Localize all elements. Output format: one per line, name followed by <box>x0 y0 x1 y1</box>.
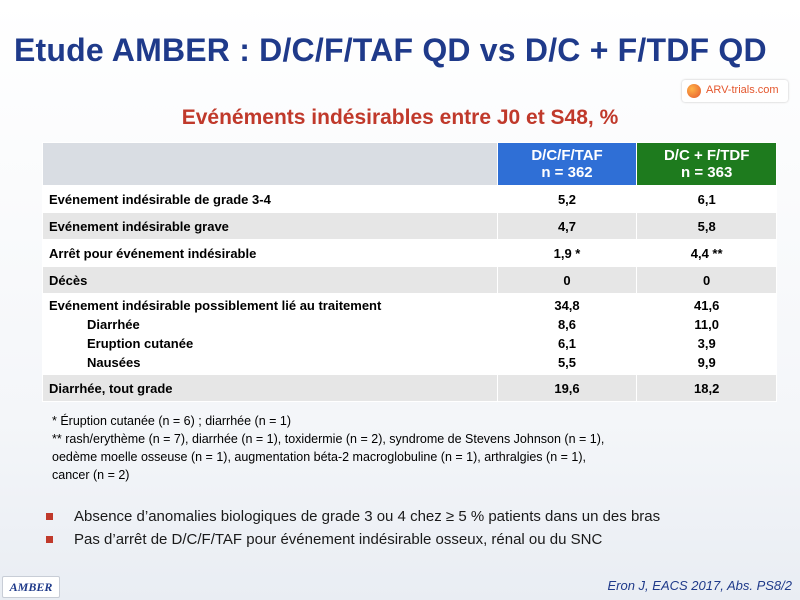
value-taf: 1,9 * <box>496 239 638 267</box>
row-label-group: Evénement indésirable possiblement lié a… <box>42 293 498 375</box>
table-row-treatment-related: Evénement indésirable possiblement lié a… <box>42 293 777 375</box>
value-tdf: 4,4 ** <box>636 239 777 267</box>
footnote-line: oedème moelle osseuse (n = 1), augmentat… <box>52 450 586 464</box>
col-taf-n: n = 362 <box>541 164 593 181</box>
col-tdf-name: D/C + F/TDF <box>663 147 750 164</box>
table-header-row: D/C/F/TAF n = 362 D/C + F/TDF n = 363 <box>42 142 777 186</box>
value-tdf: 18,2 <box>636 374 777 402</box>
col-tdf-n: n = 363 <box>681 164 733 181</box>
bullet-list: Absence d’anomalies biologiques de grade… <box>42 508 782 554</box>
value-tdf: 11,0 <box>694 317 719 332</box>
value-taf: 34,8 <box>554 298 580 313</box>
slide-subtitle: Evénéments indésirables entre J0 et S48,… <box>181 106 619 129</box>
footnote-line: cancer (n = 2) <box>52 468 130 482</box>
logo-text: ARV-trials.com <box>706 84 779 96</box>
reference-citation: Eron J, EACS 2017, Abs. PS8/2 <box>607 578 792 593</box>
sub-row-label: Nausées <box>87 355 141 370</box>
header-col-taf: D/C/F/TAF n = 362 <box>496 142 638 186</box>
bullet-text: Pas d’arrêt de D/C/F/TAF pour événement … <box>74 531 603 548</box>
value-taf: 5,2 <box>496 185 638 213</box>
table-row: Diarrhée, tout grade 19,6 18,2 <box>42 374 777 402</box>
row-label: Evénement indésirable de grade 3-4 <box>42 185 498 213</box>
value-taf: 19,6 <box>496 374 638 402</box>
footnotes: * Éruption cutanée (n = 6) ; diarrhée (n… <box>52 412 792 484</box>
header-blank-cell <box>42 142 498 186</box>
table-row: Evénement indésirable grave 4,7 5,8 <box>42 212 777 240</box>
header-col-tdf: D/C + F/TDF n = 363 <box>636 142 777 186</box>
sub-row-label: Eruption cutanée <box>87 336 194 351</box>
value-tdf: 5,8 <box>636 212 777 240</box>
row-label: Evénement indésirable possiblement lié a… <box>49 298 382 313</box>
row-label: Arrêt pour événement indésirable <box>42 239 498 267</box>
table-row: Décès 0 0 <box>42 266 777 294</box>
bullet-item: Absence d’anomalies biologiques de grade… <box>42 508 782 525</box>
row-label: Evénement indésirable grave <box>42 212 498 240</box>
sub-row-label: Diarrhée <box>87 317 140 332</box>
square-bullet-icon <box>46 536 53 543</box>
value-tdf: 9,9 <box>697 355 716 370</box>
value-taf: 4,7 <box>496 212 638 240</box>
row-label: Diarrhée, tout grade <box>42 374 498 402</box>
study-tag: AMBER <box>2 576 60 598</box>
value-taf-group: 34,8 8,6 6,1 5,5 <box>496 293 638 375</box>
value-taf: 0 <box>496 266 638 294</box>
value-tdf: 41,6 <box>694 298 720 313</box>
value-tdf-group: 41,6 11,0 3,9 9,9 <box>636 293 777 375</box>
value-taf: 5,5 <box>557 355 577 370</box>
arv-trials-logo: ARV-trials.com <box>682 80 788 102</box>
bullet-text: Absence d’anomalies biologiques de grade… <box>74 508 661 525</box>
bullet-item: Pas d’arrêt de D/C/F/TAF pour événement … <box>42 531 782 548</box>
table-row: Evénement indésirable de grade 3-4 5,2 6… <box>42 185 777 213</box>
value-tdf: 6,1 <box>636 185 777 213</box>
value-tdf: 0 <box>636 266 777 294</box>
slide-title: Etude AMBER : D/C/F/TAF QD vs D/C + F/TD… <box>14 32 767 68</box>
table-row: Arrêt pour événement indésirable 1,9 * 4… <box>42 239 777 267</box>
adverse-events-table: D/C/F/TAF n = 362 D/C + F/TDF n = 363 Ev… <box>42 142 777 402</box>
footnote-line: ** rash/erythème (n = 7), diarrhée (n = … <box>52 432 605 446</box>
value-taf: 6,1 <box>557 336 577 351</box>
footnote-line: * Éruption cutanée (n = 6) ; diarrhée (n… <box>52 414 292 428</box>
value-tdf: 3,9 <box>697 336 716 351</box>
col-taf-name: D/C/F/TAF <box>531 147 603 164</box>
square-bullet-icon <box>46 513 53 520</box>
logo-circle-icon <box>687 84 701 98</box>
row-label: Décès <box>42 266 498 294</box>
value-taf: 8,6 <box>557 317 577 332</box>
